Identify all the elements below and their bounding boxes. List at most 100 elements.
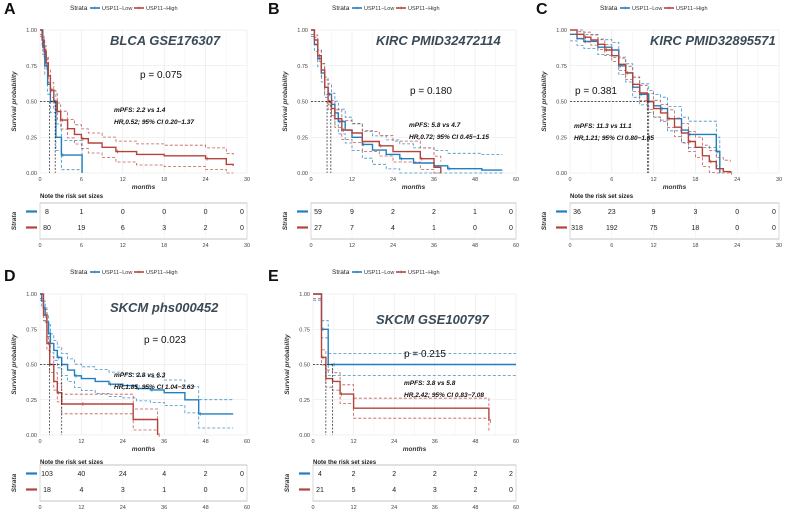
y-axis-label: Survival probability (282, 71, 289, 132)
risk-x-tick: 12 (651, 243, 657, 249)
y-tick-label: 0.25 (26, 135, 37, 141)
risk-x-tick: 0 (38, 243, 41, 249)
p-value: p = 0.023 (144, 335, 186, 346)
y-tick-label: 0.75 (297, 64, 308, 70)
risk-count-low: 0 (204, 209, 208, 216)
risk-x-tick: 0 (311, 505, 314, 511)
legend-low-mark: + (355, 270, 359, 276)
x-tick-label: 24 (734, 177, 740, 183)
risk-count-low: 0 (240, 471, 244, 478)
risk-count-low: 0 (162, 209, 166, 216)
risk-x-tick: 18 (161, 243, 167, 249)
risk-count-high: 18 (43, 487, 51, 494)
y-tick-label: 0.75 (556, 64, 567, 70)
legend: Strata + USP11−Low + USP11−High (332, 5, 440, 12)
legend-title: Strata (332, 269, 350, 276)
panel-letter: D (4, 268, 16, 285)
risk-table-title: Note the risk set sizes (570, 194, 634, 200)
risk-count-low: 2 (509, 471, 513, 478)
survival-curve-high (40, 293, 159, 435)
risk-x-tick: 6 (80, 243, 83, 249)
risk-count-high: 75 (650, 225, 658, 232)
curves (570, 29, 733, 175)
legend-high-mark: + (667, 6, 671, 12)
panel-d: D Strata + USP11−Low + USP11−High 0.00 0.25 0.50… (4, 268, 250, 511)
risk-count-high: 80 (43, 225, 51, 232)
ci-lower-low (570, 40, 721, 173)
risk-x-tick: 24 (203, 243, 209, 249)
risk-count-high: 21 (316, 487, 324, 494)
p-value: p = 0.180 (410, 86, 452, 97)
risk-count-low: 4 (162, 471, 166, 478)
hr-text: HR,1.21; 95% CI 0.80−1.85 (574, 135, 654, 142)
risk-count-high: 2 (204, 225, 208, 232)
risk-table-frame (312, 464, 517, 502)
x-tick-label: 18 (161, 177, 167, 183)
risk-x-tick: 24 (390, 243, 396, 249)
risk-count-high: 7 (350, 225, 354, 232)
x-tick-label: 30 (244, 177, 250, 183)
legend-high-mark: + (399, 6, 403, 12)
legend: Strata + USP11−Low + USP11−High (70, 5, 178, 12)
x-tick-label: 60 (513, 439, 519, 445)
curves (40, 29, 234, 174)
legend-low-label: USP11−Low (102, 270, 132, 276)
legend-high-label: USP11−High (146, 270, 178, 276)
risk-count-high: 0 (473, 225, 477, 232)
risk-count-low: 9 (350, 209, 354, 216)
risk-x-tick: 36 (431, 243, 437, 249)
x-tick-label: 24 (120, 439, 126, 445)
risk-count-high: 4 (79, 487, 83, 494)
risk-x-tick: 36 (432, 505, 438, 511)
chart-title: KIRC PMID32895571 (650, 33, 776, 48)
x-tick-label: 48 (472, 439, 478, 445)
y-tick-label: 0.25 (297, 135, 308, 141)
legend: Strata + USP11−Low + USP11−High (600, 5, 708, 12)
risk-count-low: 2 (392, 471, 396, 478)
risk-x-tick: 30 (776, 243, 782, 249)
y-tick-label: 0.50 (26, 100, 37, 106)
risk-count-high: 0 (509, 487, 513, 494)
legend-low-label: USP11−Low (364, 6, 394, 12)
risk-count-low: 2 (352, 471, 356, 478)
risk-count-low: 0 (735, 209, 739, 216)
panel-e: E Strata + USP11−Low + USP11−High 0.00 0.25 0.50… (268, 268, 519, 511)
ci-upper-high (311, 29, 442, 162)
risk-y-label: Strata (11, 211, 18, 230)
legend: Strata + USP11−Low + USP11−High (332, 269, 440, 276)
risk-x-tick: 0 (309, 243, 312, 249)
y-tick-label: 0.00 (297, 171, 308, 177)
legend-low-label: USP11−Low (102, 6, 132, 12)
risk-count-high: 0 (240, 225, 244, 232)
y-tick-label: 0.00 (299, 433, 310, 439)
risk-x-tick: 6 (610, 243, 613, 249)
risk-count-low: 0 (240, 209, 244, 216)
chart-title: BLCA GSE176307 (110, 33, 221, 48)
x-tick-label: 0 (38, 177, 41, 183)
y-tick-label: 0.50 (556, 100, 567, 106)
x-tick-label: 18 (692, 177, 698, 183)
risk-count-high: 0 (204, 487, 208, 494)
legend-high-mark: + (399, 270, 403, 276)
risk-count-high: 192 (606, 225, 618, 232)
hr-text: HR,1.85; 95% CI 1.04−3.63 (114, 384, 194, 391)
ci-upper-high (570, 29, 731, 162)
ci-lower-low (40, 299, 234, 429)
p-value: p = 0.075 (140, 70, 182, 81)
legend-title: Strata (600, 5, 618, 12)
hr-text: HR,2.42; 95% CI 0.83−7.08 (404, 392, 484, 399)
risk-table-frame (39, 202, 248, 240)
risk-table-frame (310, 202, 517, 240)
risk-table-frame (569, 202, 780, 240)
risk-count-low: 0 (121, 209, 125, 216)
risk-count-high: 0 (772, 225, 776, 232)
legend-high-label: USP11−High (408, 6, 440, 12)
risk-count-low: 103 (41, 471, 53, 478)
y-axis-label: Survival probability (541, 71, 548, 132)
mpfs-text: mPFS: 3.8 vs 5.8 (404, 380, 456, 387)
risk-count-low: 3 (693, 209, 697, 216)
risk-count-high: 4 (391, 225, 395, 232)
x-tick-label: 12 (78, 439, 84, 445)
y-tick-label: 1.00 (299, 292, 310, 298)
